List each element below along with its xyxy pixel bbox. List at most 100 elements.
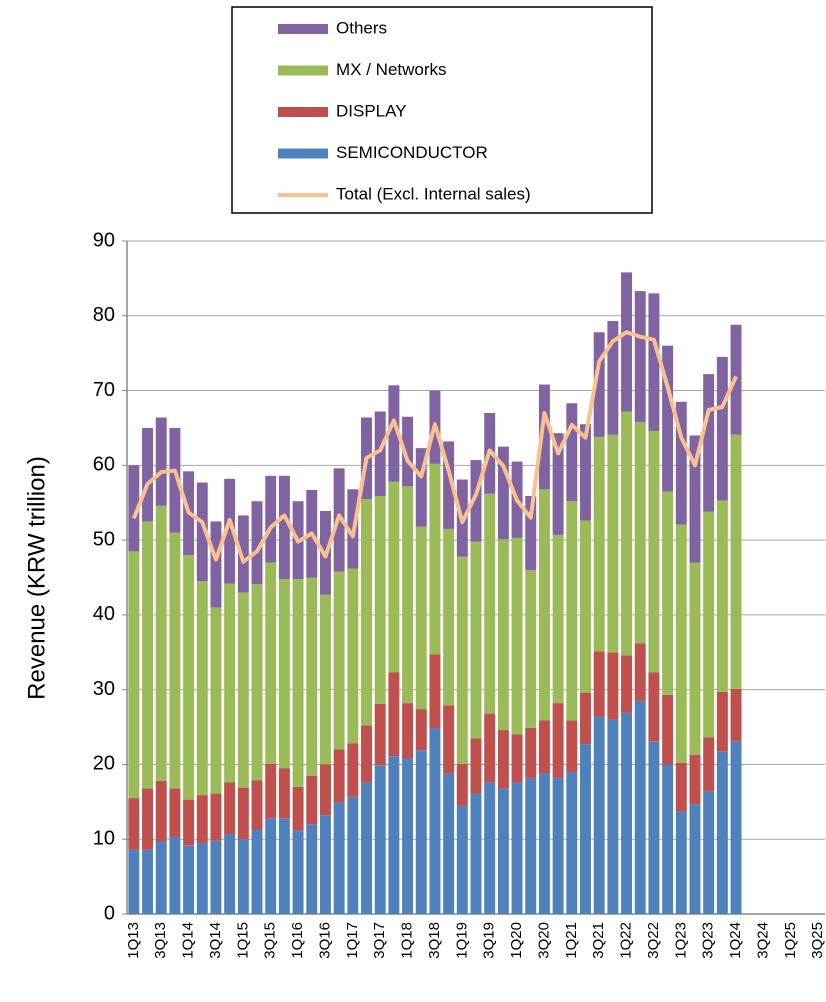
bar-segment (278, 578, 290, 769)
bar-segment (525, 727, 537, 778)
bar-segment (169, 788, 181, 837)
bar-segment (552, 534, 564, 704)
bar-segment (552, 777, 564, 914)
x-tick-label: 1Q14 (180, 922, 197, 959)
bar-segment (251, 829, 263, 914)
bar-segment (716, 691, 728, 752)
y-tick-label: 0 (104, 902, 115, 924)
bar-segment (456, 556, 468, 764)
bar-segment (675, 401, 687, 525)
x-tick-label: 1Q17 (344, 922, 361, 959)
bar-segment (183, 799, 195, 846)
y-tick-label: 20 (93, 753, 115, 775)
bar-segment (292, 578, 304, 787)
bar-segment (716, 751, 728, 914)
bar-segment (155, 841, 167, 914)
bar-segment (443, 705, 455, 774)
bar-segment (580, 692, 591, 745)
bar-segment (278, 475, 290, 579)
bar-segment (155, 417, 167, 506)
bar-segment (552, 433, 564, 535)
bar-segment (621, 272, 633, 412)
bar-segment (730, 688, 742, 742)
bar-segment (580, 520, 591, 693)
bar-segment (128, 551, 140, 799)
bar-segment (388, 481, 400, 673)
bar-segment (169, 427, 181, 533)
bar-segment (319, 815, 331, 914)
legend-label: MX / Networks (336, 60, 447, 79)
bar-segment (675, 524, 687, 763)
bar-segment (374, 703, 386, 766)
bar-segment (374, 765, 386, 914)
bar-segment (621, 712, 633, 914)
bar-segment (538, 720, 550, 774)
bar-segment (265, 818, 277, 914)
bar-segment (142, 788, 154, 850)
bar-segment (703, 737, 715, 792)
bar-segment (593, 716, 605, 914)
x-tick-label: 3Q22 (645, 922, 662, 959)
bar-segment (566, 720, 578, 772)
bar-segment (347, 796, 359, 914)
bar-segment (237, 592, 249, 788)
x-tick-label: 1Q25 (782, 922, 799, 959)
x-tick-label: 3Q17 (371, 922, 388, 959)
x-tick-label: 3Q16 (316, 922, 333, 959)
bar-segment (470, 460, 482, 542)
bar-segment (689, 804, 701, 914)
bar-segment (251, 584, 263, 781)
bar-segment (128, 465, 140, 552)
bar-segment (716, 356, 728, 501)
bar-segment (224, 782, 236, 834)
bar-segment (689, 562, 701, 755)
bar-segment (374, 495, 386, 704)
bar-segment (443, 773, 455, 914)
bar-segment (648, 672, 660, 742)
bar-segment (251, 780, 263, 830)
x-tick-label: 3Q25 (809, 922, 826, 959)
bar-segment (703, 374, 715, 512)
bar-segment (580, 744, 591, 914)
bar-segment (634, 700, 646, 914)
bar-segment (593, 332, 605, 437)
bar-segment (566, 403, 578, 502)
bar-segment (456, 805, 468, 914)
bar-segment (703, 511, 715, 738)
bar-segment (237, 515, 249, 593)
bar-segment (538, 773, 550, 914)
bar-segment (361, 498, 372, 726)
bar-segment (470, 793, 482, 914)
bar-segment (210, 793, 222, 841)
x-tick-label: 1Q15 (234, 922, 251, 959)
x-tick-label: 1Q19 (453, 922, 470, 959)
bar-segment (415, 448, 427, 527)
x-tick-label: 3Q21 (590, 922, 607, 959)
y-tick-label: 50 (93, 528, 115, 550)
bar-segment (169, 836, 181, 914)
bar-segment (566, 771, 578, 914)
bar-segment (251, 501, 263, 585)
x-tick-label: 1Q24 (727, 922, 744, 959)
legend-label: SEMICONDUCTOR (336, 143, 488, 162)
bar-segment (265, 475, 277, 563)
bar-segment (374, 411, 386, 496)
x-tick-label: 1Q13 (125, 922, 142, 959)
bar-segment (662, 345, 674, 492)
bar-segment (210, 607, 222, 794)
bar-segment (402, 758, 414, 914)
bar-segment (593, 651, 605, 717)
bar-segment (511, 782, 523, 914)
bar-segment (265, 763, 277, 819)
bar-segment (388, 385, 400, 482)
bar-segment (443, 528, 455, 706)
bar-segment (470, 541, 482, 739)
bar-segment (429, 728, 441, 914)
bar-segment (142, 521, 154, 789)
bar-segment (415, 750, 427, 914)
bar-segment (497, 788, 509, 914)
bar-segment (607, 719, 619, 914)
bar-segment (319, 764, 331, 816)
x-tick-label: 1Q21 (563, 922, 580, 959)
bar-segment (388, 756, 400, 914)
